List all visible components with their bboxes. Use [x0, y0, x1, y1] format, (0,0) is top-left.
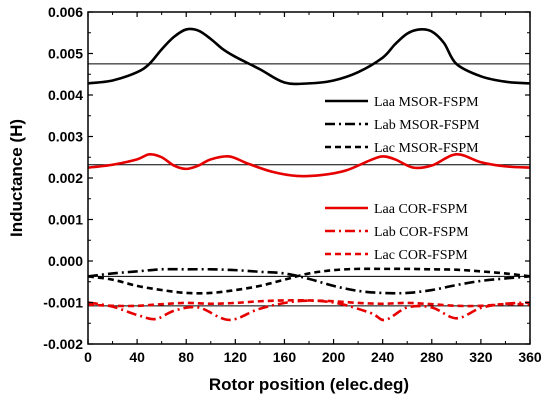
legend-label: Lac MSOR-FSPM	[374, 141, 479, 156]
y-tick-label: -0.002	[43, 336, 83, 352]
x-tick-label: 160	[273, 349, 297, 365]
series-line-4	[87, 152, 531, 178]
x-tick-label: 320	[469, 349, 493, 365]
series-line-6	[87, 299, 531, 308]
x-tick-label: 0	[84, 349, 92, 365]
x-tick-label: 200	[322, 349, 346, 365]
legend-label: Laa COR-FSPM	[374, 202, 468, 217]
y-axis: -0.002 -0.001 0.000 0.001 0.002 0.003 0.004 0.0…	[43, 4, 530, 352]
x-tick-label: 280	[420, 349, 444, 365]
x-tick-label: 120	[224, 349, 248, 365]
series-line-1	[87, 27, 531, 86]
legend: Laa MSOR-FSPM Lab MSOR-FSPM Lac MSOR-FSPM L…	[325, 95, 480, 263]
legend-label: Laa MSOR-FSPM	[374, 95, 479, 110]
y-tick-label: 0.000	[48, 253, 83, 269]
legend-label: Lab COR-FSPM	[374, 225, 469, 240]
y-tick-label: 0.003	[48, 129, 83, 145]
y-axis-title: Inductance (H)	[7, 119, 26, 237]
y-tick-label: 0.004	[48, 87, 83, 103]
x-axis-title: Rotor position (elec.deg)	[209, 375, 409, 394]
x-tick-label: 40	[129, 349, 145, 365]
series-line-2	[87, 267, 531, 295]
series-line-3	[87, 267, 531, 295]
y-tick-label: -0.001	[43, 295, 83, 311]
y-tick-label: 0.006	[48, 4, 83, 20]
series-layer	[87, 27, 531, 322]
y-tick-label: 0.002	[48, 170, 83, 186]
x-tick-label: 240	[371, 349, 395, 365]
y-tick-label: 0.001	[48, 212, 83, 228]
x-tick-label: 80	[178, 349, 194, 365]
legend-label: Lab MSOR-FSPM	[374, 118, 480, 133]
series-line-5	[87, 299, 531, 322]
plot-frame	[87, 11, 531, 345]
x-axis: 0 40 80 120 160 200 240 280 320 360	[84, 12, 542, 365]
legend-label: Lac COR-FSPM	[374, 248, 468, 263]
x-tick-label: 360	[518, 349, 542, 365]
y-tick-label: 0.005	[48, 46, 83, 62]
